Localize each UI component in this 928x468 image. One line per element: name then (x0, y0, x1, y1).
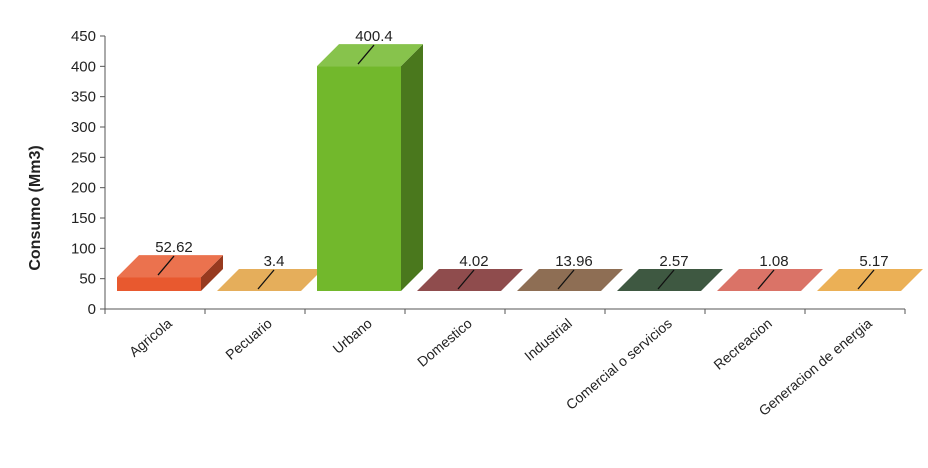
x-tick-label: Industrial (521, 315, 575, 364)
y-tick-label: 350 (71, 89, 96, 106)
y-tick-label: 400 (71, 58, 96, 75)
bar (817, 269, 923, 291)
data-label-leader (857, 269, 875, 290)
bar (417, 269, 523, 291)
bar (317, 44, 423, 291)
x-tick-label: Domestico (414, 315, 475, 370)
data-label: 2.57 (659, 253, 688, 270)
x-tick-label: Generacion de energia (756, 315, 876, 419)
data-label: 5.17 (859, 253, 888, 270)
y-tick-label: 450 (71, 28, 96, 45)
bars (117, 44, 923, 291)
category-labels: Agricola Pecuario Urbano Domestico Industria… (126, 315, 875, 419)
data-label-leader (557, 269, 575, 290)
data-label-leader (457, 269, 475, 290)
data-label-leader (657, 269, 675, 290)
bar (717, 269, 823, 291)
y-tick-label: 100 (71, 240, 96, 257)
y-tick-label: 50 (79, 271, 96, 288)
x-tick-label: Pecuario (222, 315, 275, 363)
bar (617, 269, 723, 291)
y-tick-label: 300 (71, 119, 96, 136)
bar-top (617, 269, 723, 291)
data-label: 52.62 (155, 239, 193, 256)
x-tick-label: Agricola (126, 315, 175, 360)
bar-front (117, 277, 201, 291)
y-tick-label: 0 (88, 301, 96, 318)
x-tick-label: Urbano (329, 315, 375, 357)
bar-side (201, 255, 223, 291)
data-label: 13.96 (555, 253, 593, 270)
bar-top (517, 269, 623, 291)
y-tick-label: 200 (71, 180, 96, 197)
data-label: 1.08 (759, 253, 788, 270)
data-label-leader (257, 269, 275, 290)
axes: 0 50 100 150 200 250 300 350 400 450 (71, 28, 906, 318)
bar (217, 269, 323, 291)
data-label: 3.4 (264, 253, 285, 270)
y-tick-label: 250 (71, 149, 96, 166)
bar-top (217, 269, 323, 291)
bar-top (417, 269, 523, 291)
bar-top (117, 255, 223, 278)
y-tick-label: 150 (71, 210, 96, 227)
data-label: 400.4 (355, 28, 393, 45)
bar-top (317, 44, 423, 67)
bar (517, 269, 623, 291)
bar-front (317, 66, 401, 291)
x-tick-label: Recreacion (710, 315, 775, 373)
data-label-leader (357, 44, 375, 65)
bar-top (817, 269, 923, 291)
bar-side (401, 44, 423, 291)
data-label-leader (157, 255, 175, 276)
x-tick-label: Comercial o servicios (563, 315, 675, 413)
bar (117, 255, 223, 291)
data-labels: 52.62 3.4 400.4 4.02 13.96 2.57 1.08 5.17 (155, 28, 889, 290)
bar-top (717, 269, 823, 291)
data-label-leader (757, 269, 775, 290)
y-axis-label: Consumo (Mm3) (27, 145, 44, 270)
data-label: 4.02 (459, 253, 488, 270)
